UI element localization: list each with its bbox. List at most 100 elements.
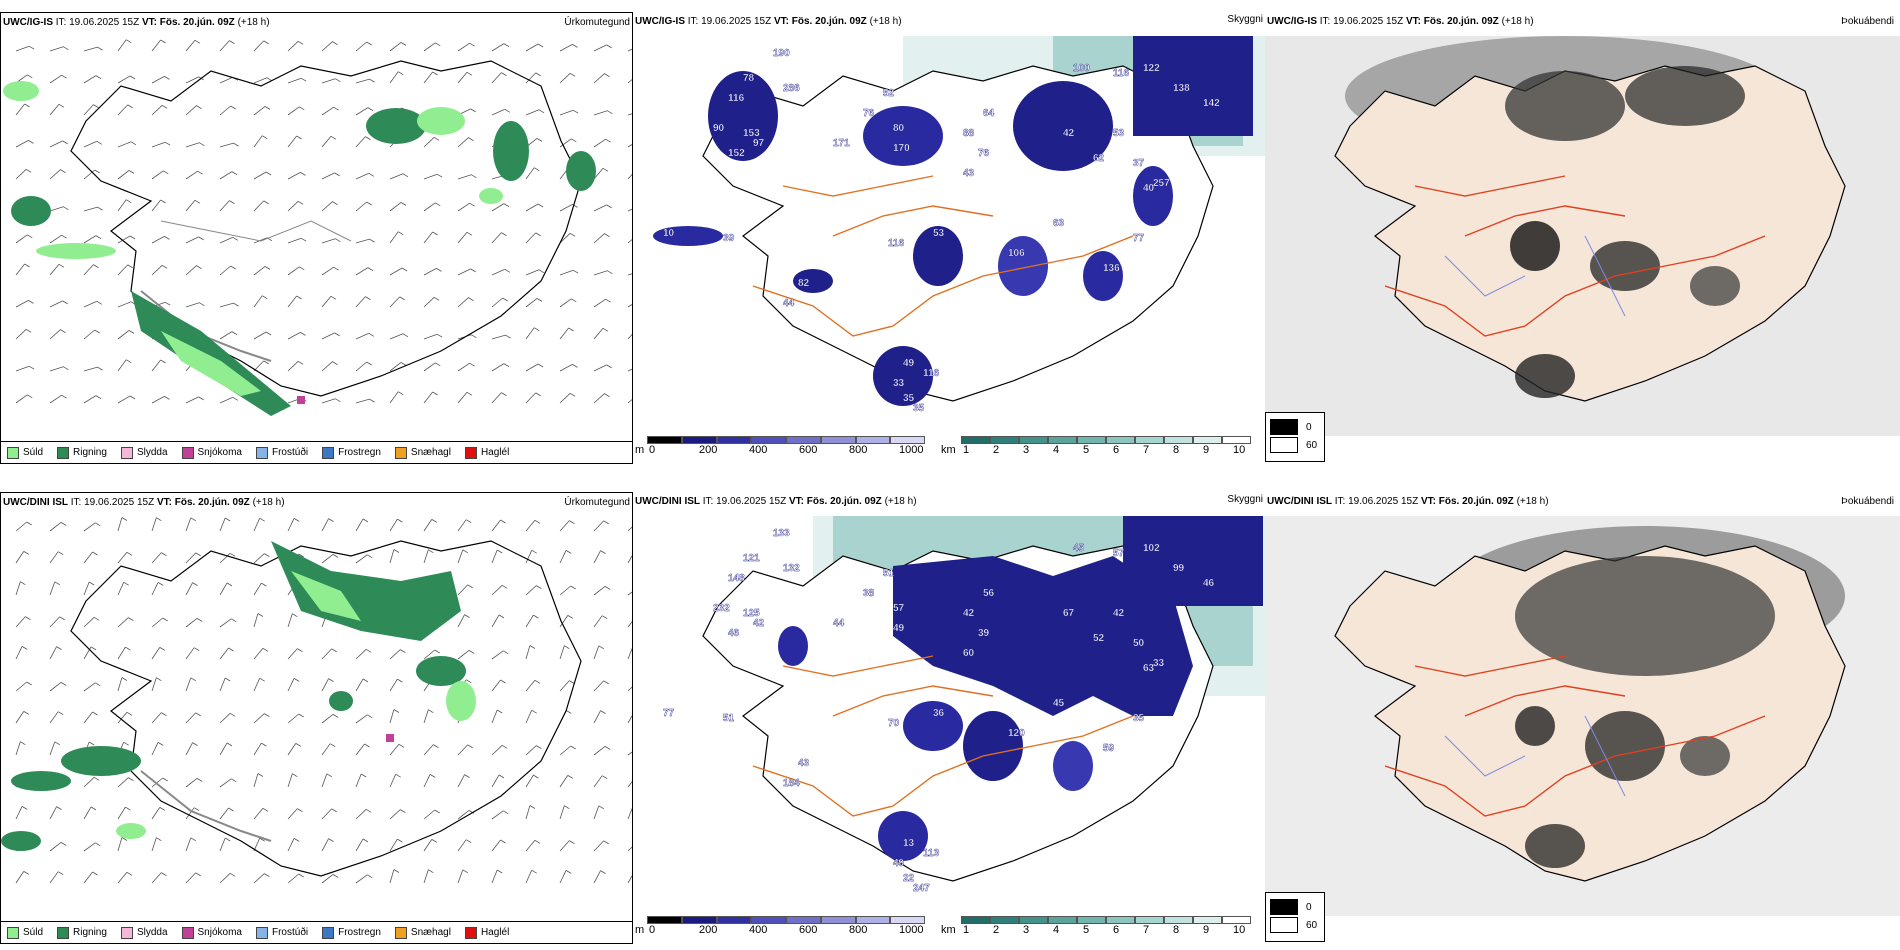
wind-barb-flag xyxy=(161,872,167,876)
wind-barb xyxy=(185,582,193,596)
legend-swatch xyxy=(464,926,477,939)
cloud-base-tick: 400 xyxy=(749,444,768,456)
wind-barb xyxy=(525,520,536,532)
wind-barb xyxy=(559,393,571,404)
wind-barb-flag xyxy=(468,650,475,654)
wind-barb-flag xyxy=(164,76,170,80)
wind-barb-flag xyxy=(367,874,373,879)
wind-barb xyxy=(321,266,334,276)
cloud-base-tick: 400 xyxy=(749,924,768,936)
wind-barb xyxy=(219,105,231,116)
wind-barb-flag xyxy=(261,135,268,140)
wind-barb-flag xyxy=(164,141,171,146)
wind-barb-flag xyxy=(531,549,537,554)
wind-barb-flag xyxy=(125,806,131,811)
wind-barb xyxy=(15,329,27,340)
fog-title: Þokuábendi xyxy=(1841,496,1894,507)
wind-barb-flag xyxy=(572,109,579,114)
wind-barb-flag xyxy=(195,712,201,717)
wind-barb-flag xyxy=(231,171,238,175)
legend-item: Slydda xyxy=(120,926,168,939)
wind-barb xyxy=(117,141,132,148)
wind-barb-flag xyxy=(330,135,337,140)
cloud-base-label: 57 xyxy=(1113,548,1125,559)
wind-barb-flag xyxy=(537,43,544,48)
fog-legend-max: 60 xyxy=(1306,919,1318,931)
wind-barb xyxy=(593,710,601,724)
wind-barb xyxy=(83,75,97,84)
wind-barb-flag xyxy=(567,615,574,619)
wind-barb xyxy=(49,169,61,180)
wind-barb-flag xyxy=(465,839,472,844)
wind-barb xyxy=(525,840,536,852)
wind-barb xyxy=(321,361,333,372)
visibility-tick: 5 xyxy=(1083,924,1090,936)
wind-barb xyxy=(627,807,632,820)
wind-barb xyxy=(219,517,226,532)
wind-barb-flag xyxy=(603,520,609,525)
wind-barb xyxy=(185,647,195,660)
wind-barb xyxy=(151,170,164,180)
wind-barb xyxy=(151,647,161,660)
wind-barb-flag xyxy=(121,517,128,521)
wind-barb xyxy=(15,234,28,244)
wind-barb xyxy=(15,646,23,660)
legend-label: Snæhagl xyxy=(410,447,451,458)
wind-barb-flag xyxy=(95,235,102,239)
wind-barb xyxy=(559,745,571,756)
cloud-base-label: 45 xyxy=(1053,698,1065,709)
wind-barb-flag xyxy=(402,173,409,178)
wind-barb-flag xyxy=(466,71,473,76)
wind-barb-flag xyxy=(366,361,372,366)
wind-barb-flag xyxy=(503,810,509,815)
legend-item: Haglél xyxy=(464,446,509,459)
cloud-base-label: 121 xyxy=(743,553,760,564)
wind-barb-flag xyxy=(56,806,62,810)
wind-barb xyxy=(219,76,233,84)
wind-barb-flag xyxy=(496,549,503,554)
wind-barb xyxy=(321,518,329,532)
wind-barb xyxy=(627,48,632,52)
wind-barb-flag xyxy=(368,172,375,177)
wind-barb-flag xyxy=(503,363,510,367)
wind-barb xyxy=(423,268,437,276)
wind-barb xyxy=(49,616,60,628)
cloud-base-label: 62 xyxy=(1093,153,1105,164)
cloud-base-label: 39 xyxy=(723,233,735,244)
wind-barb xyxy=(287,518,295,532)
legend-swatch xyxy=(322,926,335,939)
wind-barb-flag xyxy=(93,104,99,108)
wind-barb-flag xyxy=(500,519,506,524)
wind-barb-flag xyxy=(264,873,270,877)
wind-barb xyxy=(355,809,367,820)
wind-barb-flag xyxy=(156,517,162,522)
wind-barb xyxy=(83,842,96,852)
wind-barb xyxy=(355,773,362,788)
wind-barb xyxy=(253,295,263,308)
wind-barb-flag xyxy=(536,298,543,302)
wind-barb xyxy=(185,170,198,180)
wind-barb xyxy=(525,167,535,180)
wind-barb xyxy=(151,837,157,852)
precip-map xyxy=(1,517,632,884)
panel-header: UWC/IG-IS IT: 19.06.2025 15Z VT: Fös. 20… xyxy=(1267,16,1534,27)
wind-barb xyxy=(593,270,608,276)
wind-barb-flag xyxy=(369,238,375,243)
wind-barb xyxy=(491,232,502,244)
wind-barb xyxy=(593,645,600,660)
wind-barb-flag xyxy=(90,646,97,651)
wind-barb-flag xyxy=(23,871,30,875)
wind-barb-flag xyxy=(393,709,400,713)
wind-barb xyxy=(559,805,565,820)
wind-barb-flag xyxy=(28,140,34,144)
wind-barb xyxy=(491,585,503,596)
legend-label: Snæhagl xyxy=(410,927,451,938)
legend-item: Snæhagl xyxy=(394,926,451,939)
wind-barb xyxy=(83,264,94,276)
wind-barb-flag xyxy=(232,236,239,241)
wind-barb xyxy=(355,554,368,564)
wind-barb xyxy=(525,710,533,724)
wind-barb-flag xyxy=(504,108,511,113)
fog-legend: 0 60 xyxy=(1265,892,1325,942)
wind-barb-flag xyxy=(300,237,307,242)
